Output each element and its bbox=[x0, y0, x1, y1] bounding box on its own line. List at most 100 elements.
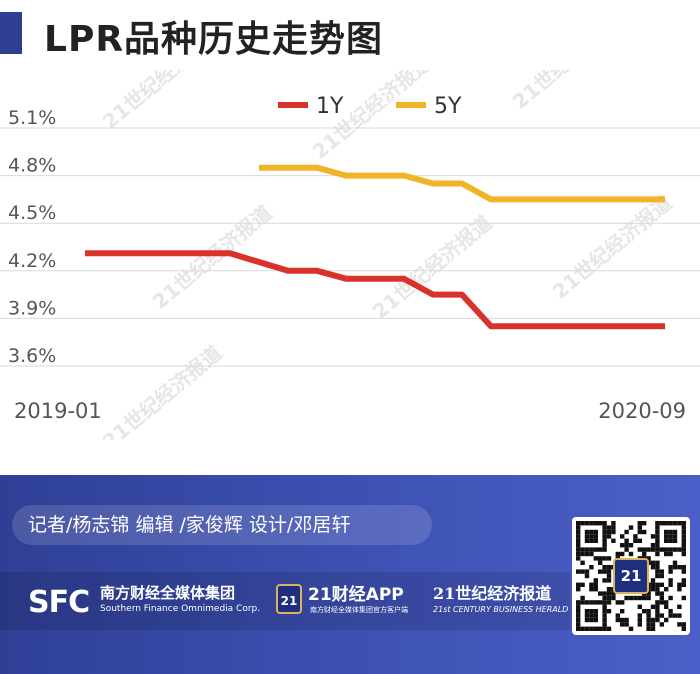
legend-label: 1Y bbox=[316, 94, 344, 119]
qr-module bbox=[624, 529, 629, 535]
qr-module bbox=[642, 551, 647, 557]
qr-module bbox=[580, 560, 585, 565]
qr-module bbox=[620, 534, 625, 539]
qr-module bbox=[677, 587, 682, 592]
brand-strip: SFC 南方财经全媒体集团 Southern Finance Omnimedia… bbox=[0, 572, 570, 630]
qr-module bbox=[602, 609, 607, 614]
herald-name-en: 21st CENTURY BUSINESS HERALD bbox=[433, 605, 569, 614]
qr-module bbox=[598, 569, 603, 574]
qr-module bbox=[584, 529, 590, 535]
lpr-line-chart: 21世纪经济报道 21世纪经济报道 21世纪经济报道 21世纪经济报道 21世纪经济报道… bbox=[0, 70, 700, 440]
qr-module bbox=[637, 617, 642, 623]
qr-module bbox=[646, 591, 651, 596]
qr-module bbox=[589, 600, 594, 605]
qr-module bbox=[628, 543, 634, 548]
qr-module bbox=[602, 604, 607, 609]
qr-module bbox=[606, 525, 612, 530]
qr-module bbox=[589, 534, 594, 539]
qr-module bbox=[576, 534, 581, 539]
qr-module bbox=[576, 569, 581, 574]
qr-module bbox=[602, 538, 607, 543]
qr-module bbox=[593, 538, 598, 543]
qr-module bbox=[637, 525, 642, 530]
qr-module bbox=[672, 538, 678, 543]
y-tick-label: 4.5% bbox=[8, 202, 56, 224]
qr-module bbox=[589, 521, 594, 526]
qr-module bbox=[646, 626, 651, 631]
qr-module bbox=[681, 529, 686, 535]
qr-module bbox=[650, 626, 656, 631]
qr-module bbox=[589, 626, 594, 631]
qr-module bbox=[628, 551, 634, 557]
qr-module bbox=[664, 538, 669, 543]
qr-module bbox=[589, 565, 594, 570]
qr-module bbox=[580, 582, 585, 587]
app-badge-icon: 21 bbox=[276, 584, 302, 614]
qr-module bbox=[593, 626, 598, 631]
sfc-name-cn: 南方财经全媒体集团 bbox=[100, 584, 236, 602]
qr-module bbox=[664, 617, 669, 623]
qr-module bbox=[620, 543, 625, 548]
qr-module bbox=[584, 521, 590, 526]
qr-module bbox=[672, 560, 678, 565]
watermark-text: 21世纪经济报道 bbox=[98, 70, 227, 134]
qr-module bbox=[593, 587, 598, 592]
qr-module bbox=[668, 578, 673, 583]
qr-module bbox=[655, 604, 660, 609]
herald-name-cn: 21世纪经济报道 bbox=[433, 584, 552, 603]
qr-module bbox=[584, 626, 590, 631]
qr-module bbox=[668, 529, 673, 535]
qr-module bbox=[650, 622, 656, 627]
qr-module bbox=[633, 534, 638, 539]
qr-module bbox=[602, 529, 607, 535]
qr-module bbox=[668, 595, 673, 601]
qr-module bbox=[655, 587, 660, 592]
qr-module bbox=[637, 595, 642, 601]
qr-module bbox=[655, 565, 660, 570]
qr-module bbox=[606, 556, 612, 561]
qr-module bbox=[602, 595, 607, 601]
qr-module bbox=[659, 569, 664, 574]
qr-module bbox=[633, 595, 638, 601]
qr-module bbox=[602, 547, 607, 552]
qr-module bbox=[606, 600, 612, 605]
qr-module bbox=[655, 560, 660, 565]
qr-module bbox=[646, 609, 651, 614]
qr-module bbox=[668, 551, 673, 557]
qr-module bbox=[655, 609, 660, 614]
qr-module bbox=[576, 617, 581, 623]
qr-module bbox=[580, 551, 585, 557]
qr-code-icon[interactable]: 21 bbox=[572, 517, 690, 635]
qr-module bbox=[668, 582, 673, 587]
y-tick-label: 4.8% bbox=[8, 155, 56, 177]
qr-module bbox=[677, 613, 682, 618]
qr-module bbox=[593, 578, 598, 583]
qr-module bbox=[589, 551, 594, 557]
qr-module bbox=[584, 617, 590, 623]
qr-module bbox=[602, 569, 607, 574]
watermark-text: 21世纪经济报道 bbox=[548, 190, 677, 303]
qr-module bbox=[584, 600, 590, 605]
app-subtitle: 南方财经全媒体集团官方客户端 bbox=[310, 606, 408, 614]
qr-module bbox=[628, 626, 634, 631]
qr-module bbox=[624, 617, 629, 623]
qr-module bbox=[593, 617, 598, 623]
qr-module bbox=[672, 547, 678, 552]
qr-module bbox=[576, 525, 581, 530]
qr-module bbox=[655, 525, 660, 530]
qr-module bbox=[664, 587, 669, 592]
qr-module bbox=[664, 547, 669, 552]
qr-module bbox=[584, 573, 590, 579]
qr-module bbox=[593, 600, 598, 605]
qr-module bbox=[589, 609, 594, 614]
qr-module bbox=[576, 609, 581, 614]
y-tick-label: 5.1% bbox=[8, 107, 56, 129]
title-accent-bar bbox=[0, 12, 22, 54]
qr-module bbox=[602, 525, 607, 530]
qr-module bbox=[602, 626, 607, 631]
qr-module bbox=[576, 587, 581, 592]
qr-module bbox=[681, 565, 686, 570]
qr-module bbox=[646, 595, 651, 601]
qr-module bbox=[593, 613, 598, 618]
qr-module bbox=[598, 547, 603, 552]
